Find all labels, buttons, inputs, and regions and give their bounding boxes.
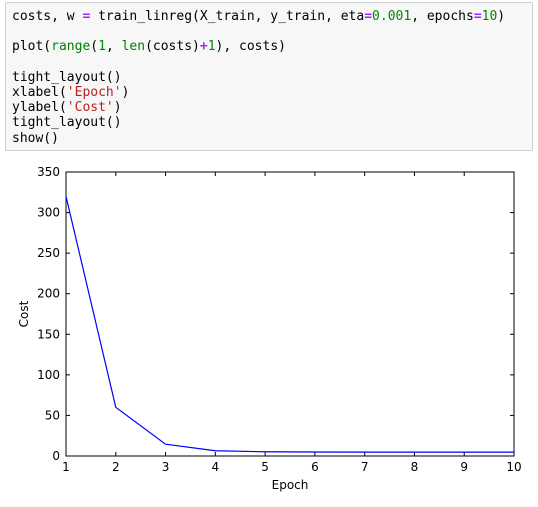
y-tick-label: 250 bbox=[37, 246, 60, 260]
code-token: ) bbox=[113, 100, 122, 116]
code-token: costs, w bbox=[12, 9, 83, 24]
x-tick-label: 8 bbox=[411, 460, 419, 474]
code-line: tight_layout() bbox=[12, 70, 532, 85]
code-token: , bbox=[105, 39, 122, 55]
x-axis-label: Epoch bbox=[272, 478, 309, 492]
code-token: ( bbox=[90, 39, 99, 55]
code-token: train_linreg(X_train, y_train, eta bbox=[90, 9, 365, 24]
code-line: ylabel('Cost') bbox=[12, 100, 532, 115]
y-tick-label: 50 bbox=[45, 408, 60, 422]
code-token: tight_layout() bbox=[12, 69, 122, 85]
y-tick-label: 300 bbox=[37, 206, 60, 220]
y-tick-label: 350 bbox=[37, 165, 60, 179]
code-line: plot(range(1, len(costs)+1), costs) bbox=[12, 39, 532, 54]
code-token: 10 bbox=[481, 9, 498, 24]
code-line bbox=[12, 55, 532, 70]
y-tick-label: 150 bbox=[37, 327, 60, 341]
x-tick-label: 7 bbox=[361, 460, 369, 474]
code-line: tight_layout() bbox=[12, 115, 532, 130]
plot-frame bbox=[65, 171, 515, 457]
code-token: 0.001 bbox=[372, 9, 412, 24]
code-token: ) bbox=[497, 9, 506, 24]
code-line: costs, w = train_linreg(X_train, y_train… bbox=[12, 9, 532, 24]
x-tick-label: 10 bbox=[506, 460, 521, 474]
x-tick-label: 6 bbox=[311, 460, 319, 474]
code-token: + bbox=[199, 39, 208, 55]
x-tick-label: 3 bbox=[162, 460, 170, 474]
code-token: ), costs) bbox=[215, 39, 286, 55]
x-tick-label: 5 bbox=[261, 460, 269, 474]
code-token: = bbox=[364, 9, 373, 24]
code-token: 'Cost' bbox=[66, 100, 114, 116]
code-token: 1 bbox=[207, 39, 216, 55]
plot-output: 0 50 100 150 200 250 300 350 1 2 3 4 5 6 7 8 9 10 Epoch … bbox=[0, 155, 538, 502]
code-token: ) bbox=[121, 84, 130, 100]
code-token: plot( bbox=[12, 39, 52, 55]
series-line bbox=[65, 196, 514, 453]
code-token: (costs) bbox=[145, 39, 200, 55]
y-axis-ticks: 0 50 100 150 200 250 300 350 bbox=[37, 165, 514, 463]
code-token: len bbox=[121, 39, 146, 55]
code-token: 1 bbox=[98, 39, 106, 55]
y-tick-label: 0 bbox=[52, 449, 60, 463]
x-tick-label: 4 bbox=[212, 460, 220, 474]
code-token: 'Epoch' bbox=[66, 84, 122, 100]
code-line: show() bbox=[12, 131, 532, 146]
code-token: xlabel( bbox=[12, 84, 67, 100]
y-tick-label: 100 bbox=[37, 368, 60, 382]
x-axis-ticks: 1 2 3 4 5 6 7 8 9 10 bbox=[62, 172, 522, 474]
code-cell[interactable]: costs, w = train_linreg(X_train, y_train… bbox=[5, 2, 533, 151]
code-token: = bbox=[82, 9, 91, 24]
code-token: tight_layout() bbox=[12, 115, 122, 131]
code-token: show() bbox=[12, 130, 59, 146]
x-tick-label: 9 bbox=[460, 460, 468, 474]
x-tick-label: 1 bbox=[62, 460, 70, 474]
code-token: range bbox=[51, 39, 91, 55]
code-line bbox=[12, 24, 532, 39]
code-token: , epochs bbox=[411, 9, 474, 24]
code-token: = bbox=[473, 9, 482, 24]
code-line: xlabel('Epoch') bbox=[12, 85, 532, 100]
y-tick-label: 200 bbox=[37, 287, 60, 301]
code-token: ylabel( bbox=[12, 100, 67, 116]
y-axis-label: Cost bbox=[17, 300, 31, 327]
x-tick-label: 2 bbox=[112, 460, 120, 474]
